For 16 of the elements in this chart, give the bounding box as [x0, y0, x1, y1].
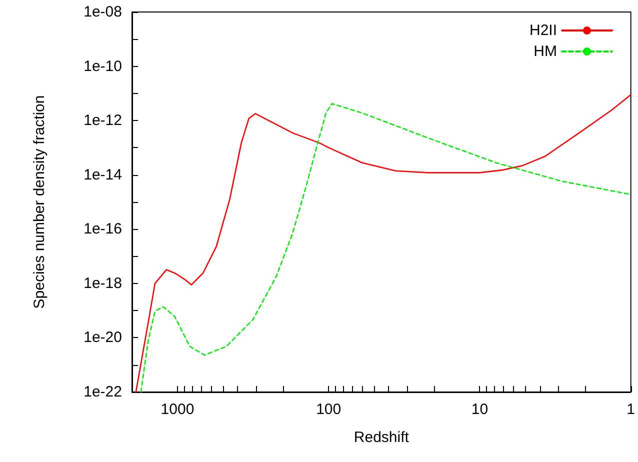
y-tick-label: 1e-16 [84, 220, 122, 238]
y-tick-label: 1e-10 [84, 58, 122, 75]
y-tick-label: 1e-08 [84, 4, 122, 20]
y-tick-label: 1e-14 [84, 166, 122, 184]
x-tick-label: 100 [316, 401, 342, 418]
y-axis-title: Species number density fraction [31, 95, 48, 309]
y-tick-label: 1e-20 [84, 329, 122, 346]
legend-label: HM [534, 43, 557, 60]
y-tick-label: 1e-12 [84, 112, 122, 130]
y-tick-label: 1e-18 [84, 274, 122, 292]
x-tick-label: 1 [626, 401, 635, 418]
legend-label: H2II [529, 22, 557, 39]
x-tick-label: 1000 [160, 401, 194, 418]
x-tick-label: 10 [471, 401, 488, 418]
x-axis-title: Redshift [354, 429, 410, 446]
y-tick-label: 1e-22 [84, 384, 122, 400]
